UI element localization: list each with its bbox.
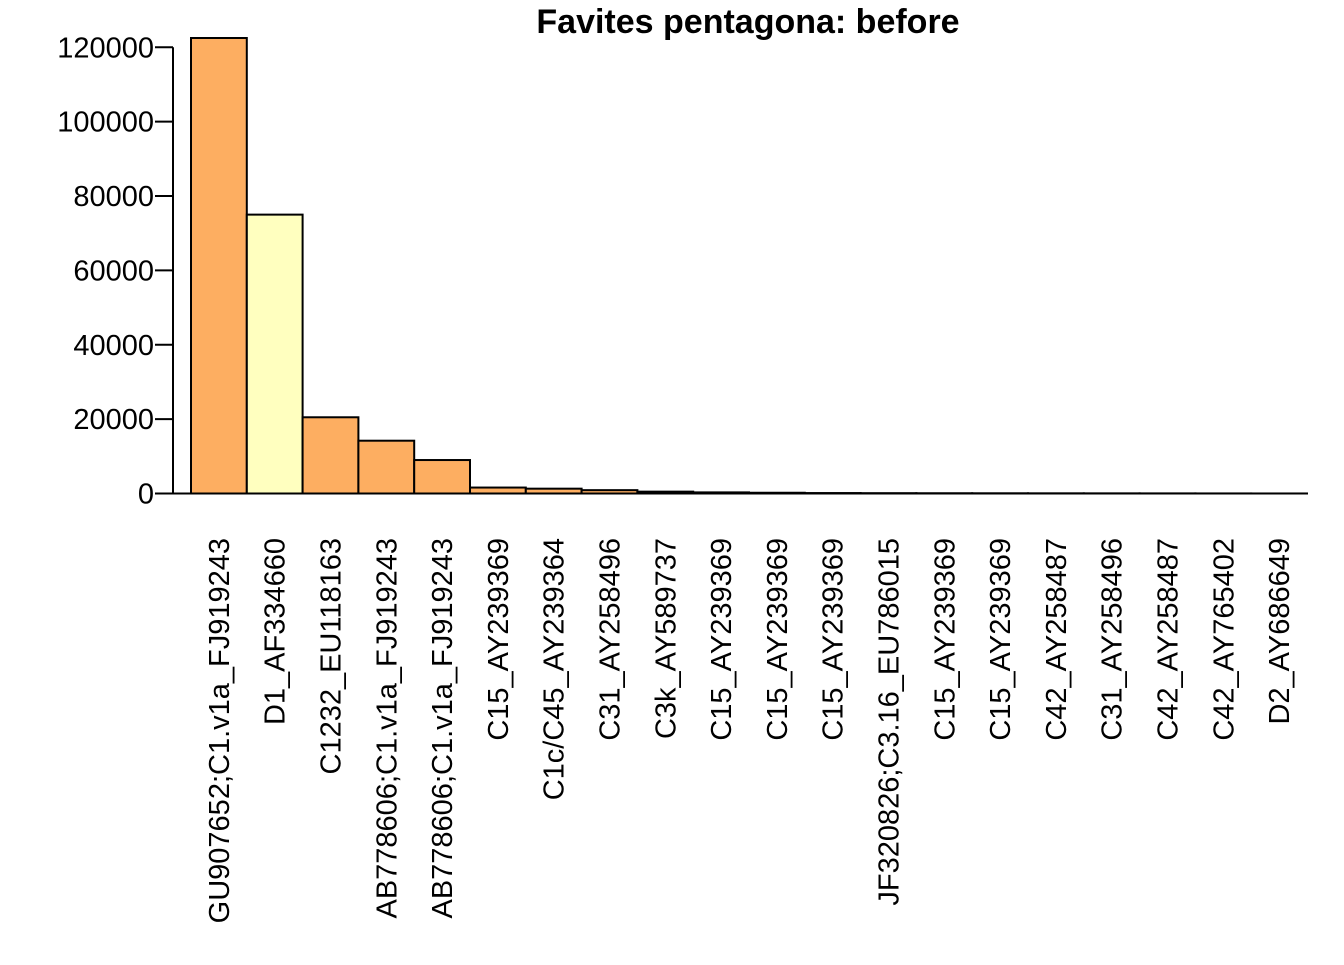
y-tick-label: 100000 [57, 107, 154, 139]
y-tick-label: 80000 [73, 181, 154, 213]
y-tick-label: 120000 [57, 32, 154, 64]
bar [247, 215, 303, 494]
y-axis: 0 20000 40000 60000 80000 100000 120000 [57, 32, 173, 510]
x-category-label: C15_AY239369 [762, 538, 794, 741]
x-category-label: JF320826;C3.16_EU786015 [874, 538, 906, 906]
bar [191, 38, 247, 494]
y-tick-label: 20000 [73, 404, 154, 436]
chart-title: Favites pentagona: before [536, 3, 959, 41]
y-tick-label: 60000 [73, 255, 154, 287]
bars-group [191, 38, 1307, 494]
x-category-label: AB778606;C1.v1a_FJ919243 [371, 538, 403, 919]
x-category-label: C15_AY239369 [818, 538, 850, 741]
x-category-label: AB778606;C1.v1a_FJ919243 [427, 538, 459, 919]
x-category-label: C15_AY239369 [985, 538, 1017, 741]
x-category-label: D1_AF334660 [260, 538, 292, 725]
y-tick-label: 40000 [73, 330, 154, 362]
x-category-label: C15_AY239369 [929, 538, 961, 741]
bar [358, 441, 414, 494]
x-category-label: C42_AY258487 [1153, 538, 1185, 741]
x-category-label: C3k_AY589737 [650, 538, 682, 739]
x-category-label: C15_AY239369 [483, 538, 515, 741]
x-category-label: C1c/C45_AY239364 [539, 538, 571, 800]
x-category-label: C42_AY765402 [1208, 538, 1240, 741]
x-category-label: D2_AY686649 [1264, 538, 1296, 725]
bar [303, 417, 359, 493]
x-category-label: C31_AY258496 [595, 538, 627, 741]
x-category-label: C42_AY258487 [1041, 538, 1073, 741]
x-category-labels: GU907652;C1.v1a_FJ919243 D1_AF334660 C1232… [204, 538, 1296, 923]
x-category-label: C15_AY239369 [706, 538, 738, 741]
x-category-label: C1232_EU118163 [316, 538, 348, 775]
y-tick-label: 0 [138, 479, 154, 511]
bar [414, 460, 470, 493]
x-category-label: GU907652;C1.v1a_FJ919243 [204, 538, 236, 923]
x-category-label: C31_AY258496 [1097, 538, 1129, 741]
